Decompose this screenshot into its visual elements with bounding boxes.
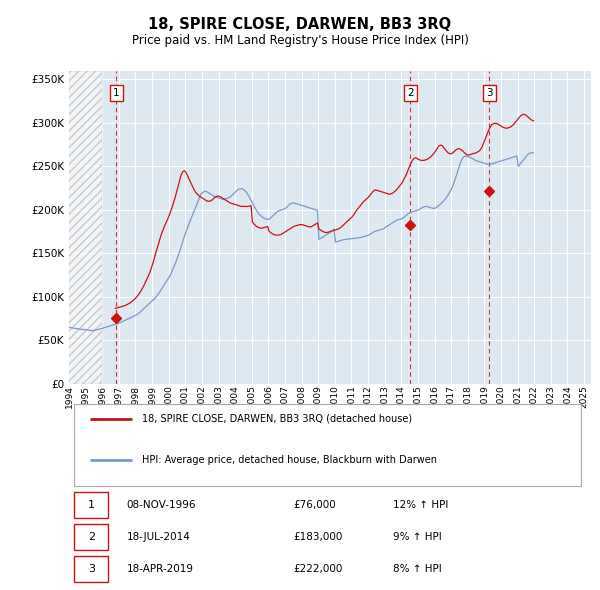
Text: 18, SPIRE CLOSE, DARWEN, BB3 3RQ: 18, SPIRE CLOSE, DARWEN, BB3 3RQ [148, 17, 452, 31]
Text: £183,000: £183,000 [293, 532, 343, 542]
Text: 2: 2 [88, 532, 95, 542]
Text: £222,000: £222,000 [293, 564, 343, 574]
FancyBboxPatch shape [74, 404, 581, 486]
Text: 2: 2 [407, 88, 413, 98]
Text: 3: 3 [88, 564, 95, 574]
Text: 12% ↑ HPI: 12% ↑ HPI [392, 500, 448, 510]
Text: 1: 1 [113, 88, 120, 98]
FancyBboxPatch shape [74, 492, 108, 519]
Text: 3: 3 [486, 88, 493, 98]
Bar [69, 71, 102, 384]
Text: 9% ↑ HPI: 9% ↑ HPI [392, 532, 442, 542]
Text: Price paid vs. HM Land Registry's House Price Index (HPI): Price paid vs. HM Land Registry's House … [131, 34, 469, 47]
Text: 18, SPIRE CLOSE, DARWEN, BB3 3RQ (detached house): 18, SPIRE CLOSE, DARWEN, BB3 3RQ (detach… [142, 414, 412, 424]
Text: 18-APR-2019: 18-APR-2019 [127, 564, 193, 574]
Text: 18-JUL-2014: 18-JUL-2014 [127, 532, 190, 542]
Text: 8% ↑ HPI: 8% ↑ HPI [392, 564, 442, 574]
Text: 1: 1 [88, 500, 95, 510]
Text: £76,000: £76,000 [293, 500, 336, 510]
FancyBboxPatch shape [74, 524, 108, 550]
FancyBboxPatch shape [74, 556, 108, 582]
Text: 08-NOV-1996: 08-NOV-1996 [127, 500, 196, 510]
Text: HPI: Average price, detached house, Blackburn with Darwen: HPI: Average price, detached house, Blac… [142, 455, 437, 465]
